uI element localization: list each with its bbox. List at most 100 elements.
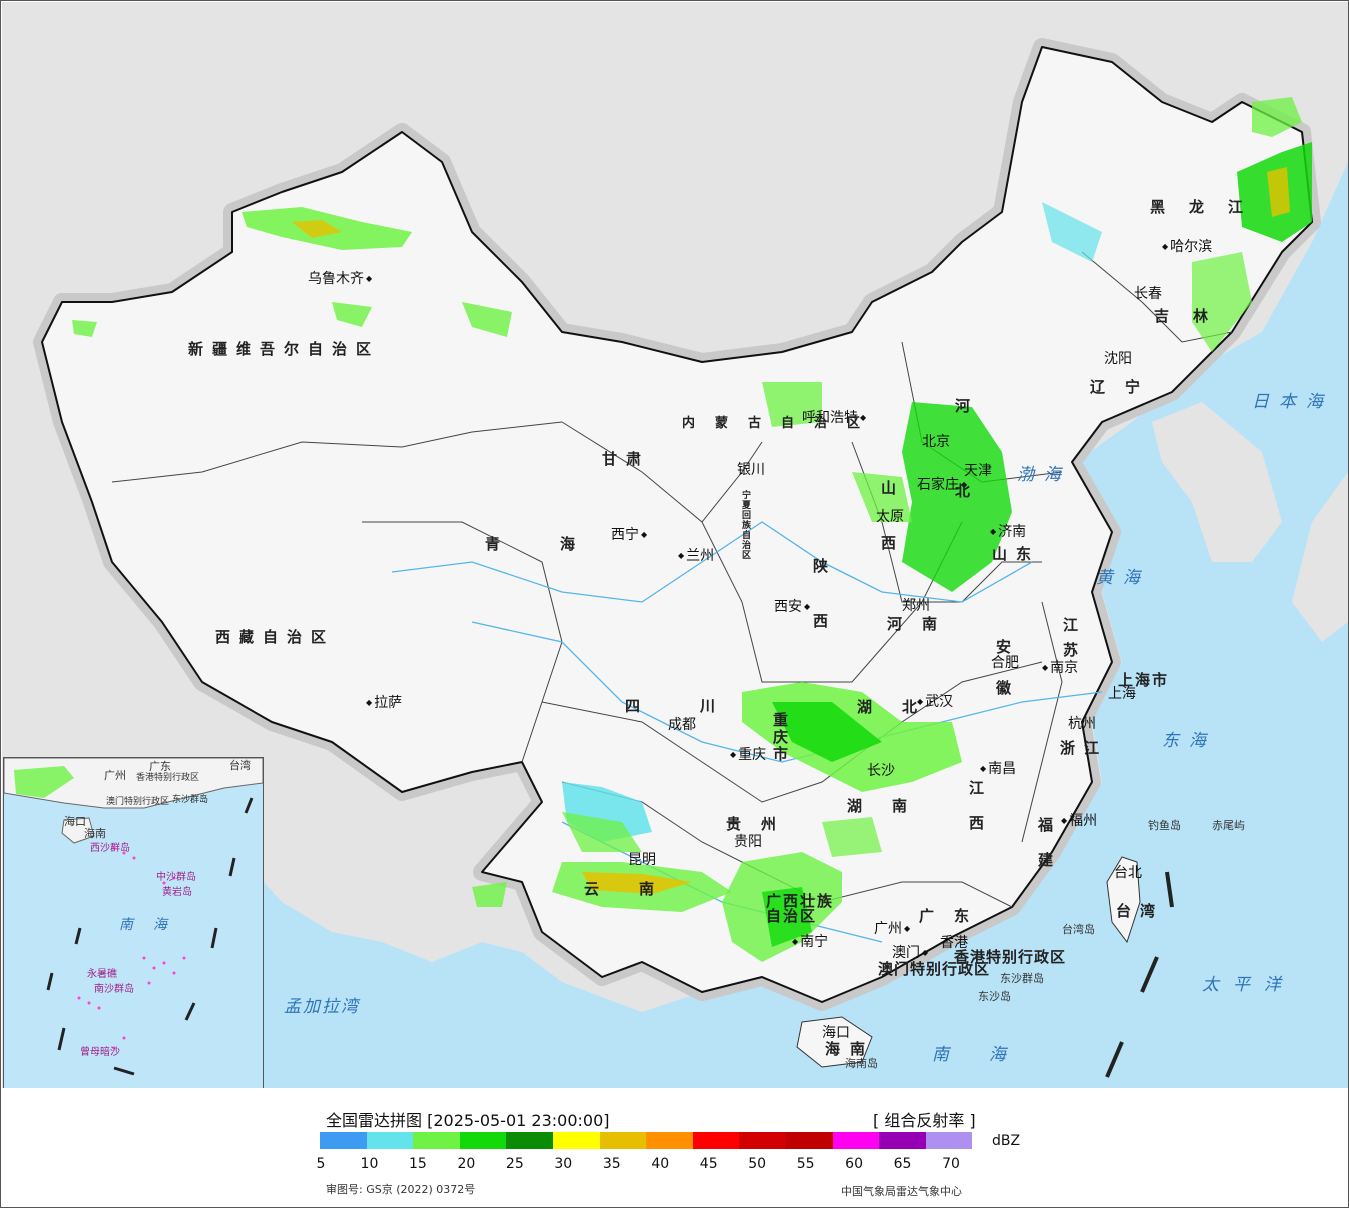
city-fuzhou: 福州 bbox=[1061, 814, 1097, 828]
japan-land bbox=[1292, 472, 1348, 642]
province-xinjiang: 新疆维吾尔自治区 bbox=[188, 340, 381, 358]
inset-hainan bbox=[61, 817, 95, 844]
city-taiyuan: 太原 bbox=[876, 509, 904, 525]
map-title: 全国雷达拼图 [2025-05-01 23:00:00] bbox=[326, 1111, 610, 1130]
approval-number: 审图号: GS京 (2022) 0372号 bbox=[326, 1183, 476, 1196]
city-hangzhou: 杭州 bbox=[1068, 716, 1096, 732]
city-beijing: 北京 bbox=[922, 434, 950, 450]
island-taiwan: 台湾岛 bbox=[1062, 923, 1095, 936]
sea-bay-of-bengal: 孟加拉湾 bbox=[284, 997, 360, 1017]
sea-pacific: 太平洋 bbox=[1202, 975, 1295, 995]
city-haikou: 海口 bbox=[822, 1025, 850, 1041]
product-name: [ 组合反射率 ] bbox=[873, 1111, 976, 1130]
city-hongkong: 香港 bbox=[940, 935, 968, 951]
city-tianjin: 天津 bbox=[964, 463, 992, 479]
inset-label-hainan: 海南 bbox=[84, 827, 106, 840]
inset-label-guangzhou: 广州 bbox=[104, 769, 126, 782]
color-swatch bbox=[506, 1132, 553, 1149]
province-yunnan: 云南 bbox=[584, 880, 695, 898]
city-harbin: 哈尔滨 bbox=[1162, 240, 1212, 254]
radar-echoes bbox=[72, 97, 1312, 962]
color-swatch bbox=[646, 1132, 693, 1149]
sea-south-china: 南海 bbox=[932, 1045, 1046, 1065]
province-qinghai: 青海 bbox=[485, 535, 636, 553]
city-nanning: 南宁 bbox=[792, 935, 828, 949]
color-swatch bbox=[459, 1132, 507, 1149]
inset-land bbox=[4, 758, 263, 809]
island-dongsha-group: 东沙群岛 bbox=[1000, 972, 1044, 985]
city-shijiazhuang: 石家庄 bbox=[917, 478, 967, 492]
city-urumqi: 乌鲁木齐 bbox=[308, 272, 372, 286]
sea-bohai: 渤海 bbox=[1017, 465, 1071, 485]
sea-east: 东海 bbox=[1162, 731, 1216, 751]
maritime-boundary-segments bbox=[1105, 871, 1174, 1078]
city-changchun: 长春 bbox=[1134, 286, 1162, 302]
scale-tick-label: 55 bbox=[796, 1156, 815, 1172]
province-shandong: 山东 bbox=[992, 545, 1041, 563]
hainan-land bbox=[796, 1016, 873, 1068]
province-borders bbox=[111, 251, 1233, 908]
color-swatch bbox=[925, 1132, 973, 1149]
color-swatch bbox=[879, 1132, 926, 1149]
city-chongqing: 重庆 bbox=[730, 748, 766, 762]
color-swatch bbox=[413, 1132, 460, 1149]
province-sichuan: 四川 bbox=[625, 697, 776, 715]
inset-echo bbox=[14, 766, 74, 798]
organization-name: 中国气象局雷达气象中心 bbox=[841, 1185, 962, 1198]
province-shanghai: 上海市 bbox=[1118, 671, 1170, 689]
province-hubei: 湖北 bbox=[857, 698, 948, 716]
province-ningxia: 宁夏回族自治区 bbox=[740, 490, 750, 560]
city-xian: 西安 bbox=[774, 600, 810, 614]
province-guangxi: 广西壮族自治区 bbox=[766, 892, 835, 925]
scale-tick-label: 5 bbox=[316, 1156, 326, 1172]
province-jilin: 吉林 bbox=[1154, 307, 1233, 325]
province-liaoning: 辽宁 bbox=[1090, 378, 1161, 396]
ocean bbox=[264, 162, 1348, 1088]
color-swatch bbox=[366, 1132, 414, 1149]
city-xining: 西宁 bbox=[611, 528, 647, 542]
city-lanzhou: 兰州 bbox=[678, 549, 714, 563]
province-shanxi: 山西 bbox=[879, 480, 897, 590]
color-swatch bbox=[785, 1132, 833, 1149]
inset-label-hk-sar: 香港特别行政区 bbox=[136, 773, 200, 783]
island-diaoyu: 钓鱼岛 bbox=[1148, 819, 1181, 832]
scale-tick-label: 45 bbox=[699, 1156, 718, 1172]
inset-label-guangdong: 广东 bbox=[149, 760, 171, 773]
scale-tick-label: 20 bbox=[457, 1156, 476, 1172]
province-inner-mongolia: 内蒙古自治区 bbox=[682, 416, 881, 431]
province-macao-sar: 澳门特别行政区 bbox=[878, 960, 991, 978]
inset-label-yongshu: 永暑礁 bbox=[87, 969, 117, 980]
city-zhengzhou: 郑州 bbox=[902, 598, 930, 614]
province-tibet: 西藏自治区 bbox=[215, 628, 336, 646]
inset-label-haikou: 海口 bbox=[64, 815, 86, 828]
inset-label-macao-sar: 澳门特别行政区 bbox=[106, 797, 170, 807]
island-hainan: 海南岛 bbox=[845, 1057, 878, 1070]
city-nanchang: 南昌 bbox=[980, 762, 1016, 776]
korea-land bbox=[1152, 402, 1282, 562]
color-swatch bbox=[599, 1132, 647, 1149]
province-chongqing: 重庆市 bbox=[771, 712, 789, 763]
island-chiwei: 赤尾屿 bbox=[1212, 819, 1245, 832]
inset-label-taiwan: 台湾 bbox=[229, 759, 251, 772]
inset-nine-dash bbox=[46, 797, 254, 1076]
color-scale-ticks: 5 10 15 20 25 30 35 40 45 50 55 60 65 70 bbox=[301, 1156, 961, 1174]
color-swatch bbox=[552, 1132, 600, 1149]
city-shenyang: 沈阳 bbox=[1104, 351, 1132, 367]
city-yinchuan: 银川 bbox=[737, 462, 765, 478]
color-swatch bbox=[739, 1132, 786, 1149]
city-chengdu: 成都 bbox=[668, 717, 696, 733]
inset-label-zhongsha: 中沙群岛 bbox=[156, 872, 196, 883]
inset-label-dongsha: 东沙群岛 bbox=[172, 795, 209, 805]
city-wuhan: 武汉 bbox=[917, 695, 953, 709]
inset-label-huangyan: 黄岩岛 bbox=[162, 887, 192, 898]
province-hebei: 河北 bbox=[953, 398, 971, 568]
province-anhui: 安徽 bbox=[994, 639, 1012, 721]
scale-tick-label: 25 bbox=[505, 1156, 524, 1172]
legend-panel: 全国雷达拼图 [2025-05-01 23:00:00] [ 组合反射率 ] d… bbox=[1, 1089, 1348, 1207]
province-gansu: 甘肃 bbox=[602, 450, 651, 468]
city-taipei: 台北 bbox=[1114, 865, 1142, 881]
province-hunan: 湖南 bbox=[847, 797, 938, 815]
province-hongkong-sar: 香港特别行政区 bbox=[954, 948, 1067, 966]
scale-tick-label: 60 bbox=[845, 1156, 864, 1172]
